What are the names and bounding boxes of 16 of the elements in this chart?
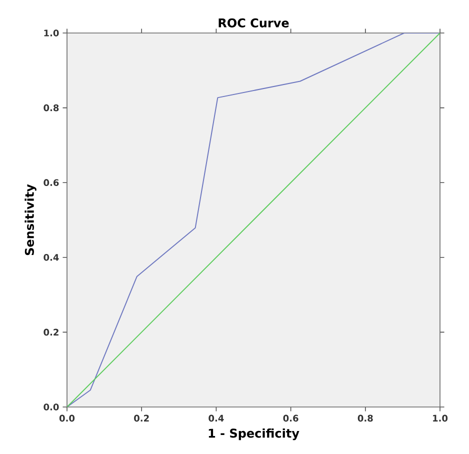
x-tick-label: 0.6 [283, 414, 298, 422]
y-tick-label: 0.4 [44, 254, 59, 261]
x-tick-label: 0.0 [59, 414, 75, 422]
y-tick-label: 0.0 [44, 404, 59, 410]
x-axis-title: 1 - Specificity [208, 428, 300, 440]
y-tick-label: 0.6 [44, 179, 59, 186]
chart-title: ROC Curve [218, 18, 289, 28]
x-tick-label: 1.0 [433, 414, 448, 422]
y-axis-title: Sensitivity [24, 184, 36, 256]
y-tick-label: 0.2 [44, 328, 58, 336]
x-tick-label: 0.2 [134, 414, 149, 422]
x-tick-label: 0.4 [208, 414, 224, 422]
x-tick-label: 0.8 [358, 414, 373, 422]
line-series [67, 32, 440, 407]
y-tick-label: 0.8 [44, 104, 59, 112]
y-tick-label: 1.0 [44, 30, 59, 36]
